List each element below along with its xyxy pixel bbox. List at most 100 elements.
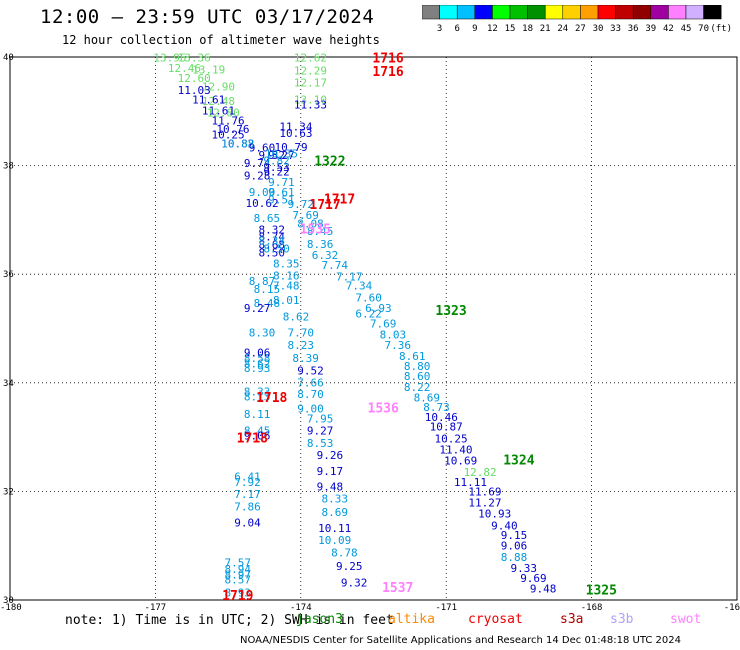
credit-line: NOAA/NESDIS Center for Satellite Applica… [240, 635, 682, 646]
wave-height-label: 8.68 [258, 239, 285, 252]
wave-height-label: 10.69 [444, 454, 477, 467]
wave-height-label: 10.93 [478, 507, 511, 520]
y-tick-label: 30 [3, 596, 14, 606]
x-tick-label: -171 [435, 603, 457, 610]
pass-time-label: 1322 [314, 155, 345, 170]
y-tick-label: 38 [3, 162, 14, 172]
wave-height-label: 8.30 [249, 327, 276, 340]
wave-height-label: 9.72 [288, 198, 315, 211]
wave-height-label: 7.69 [370, 317, 397, 330]
wave-height-label: 7.92 [234, 476, 261, 489]
y-tick-label: 32 [3, 487, 14, 497]
wave-height-label: 9.40 [491, 519, 518, 532]
wave-height-label: 9.53 [263, 161, 290, 174]
wave-height-label: 8.69 [321, 506, 348, 519]
wave-height-label: 7.57 [225, 556, 252, 569]
wave-height-label: 8.03 [380, 328, 407, 341]
wave-height-label: 7.17 [336, 271, 363, 284]
x-tick-label: -177 [145, 603, 167, 610]
wave-height-label: 8.70 [297, 388, 324, 401]
wave-height-label: 9.17 [317, 465, 344, 478]
x-tick-label: -16 [724, 603, 740, 610]
wave-height-label: 9.48 [317, 480, 344, 493]
wave-height-label: 9.22 [263, 165, 290, 178]
wave-height-label: 10.09 [318, 534, 351, 547]
pass-time-label: 1537 [382, 581, 413, 596]
y-tick-label: 34 [3, 379, 14, 389]
wave-height-label: 10.25 [212, 128, 245, 141]
wave-height-label: 8.45 [244, 424, 271, 437]
wave-height-label: 11.34 [279, 120, 312, 133]
legend-label: 12 [487, 24, 498, 33]
wave-height-label: 8.50 [258, 246, 285, 259]
wave-height-label: 9.33 [510, 562, 537, 575]
wave-height-label: 10.63 [279, 127, 312, 140]
wave-height-label: 10.76 [216, 123, 249, 136]
wave-height-label: 8.97 [225, 568, 252, 581]
wave-height-label: 9.28 [244, 170, 271, 183]
wave-height-label: 9.71 [268, 176, 295, 189]
wave-height-label: 6.32 [312, 249, 339, 262]
wave-height-label: 8.88 [501, 551, 528, 564]
legend-label: 39 [645, 24, 656, 33]
wave-height-label: 10.35 [265, 147, 298, 160]
wave-height-label: 12.60 [178, 72, 211, 85]
wave-height-label: 8.65 [254, 212, 281, 225]
legend-label: 24 [557, 24, 568, 33]
wave-height-label: 6.93 [365, 302, 392, 315]
legend-label: 3 [437, 24, 442, 33]
legend-label: (ft) [710, 24, 732, 33]
wave-height-label: 12.46 [168, 62, 201, 75]
wave-height-label: 13.36 [178, 51, 211, 64]
wave-height-label: 10.62 [245, 197, 278, 210]
wave-height-label: 7.70 [288, 327, 315, 340]
x-tick-label: -168 [581, 603, 603, 610]
wave-height-label: 8.11 [244, 408, 271, 421]
wave-height-label: 8.33 [321, 492, 348, 505]
wave-height-label: 9.25 [336, 560, 363, 573]
wave-height-label: 9.27 [244, 302, 271, 315]
wave-height-label: 9.00 [297, 403, 324, 416]
wave-height-label: 7.74 [321, 259, 348, 272]
wave-height-label: 8.62 [244, 358, 271, 371]
map-frame [9, 56, 738, 601]
wave-height-label: 11.61 [202, 105, 235, 118]
wave-height-label: 8.39 [292, 352, 319, 365]
legend-label: 21 [540, 24, 551, 33]
wave-height-label: 8.50 [263, 242, 290, 255]
wave-height-label: 11.61 [192, 94, 225, 107]
pass-time-label: 1716 [372, 51, 403, 66]
wave-height-label: 12.80 [207, 107, 240, 120]
wave-height-label: 8.22 [404, 381, 431, 394]
wave-height-label: 9.51 [268, 194, 295, 207]
wave-height-label: 9.26 [317, 449, 344, 462]
wave-height-label: 7.36 [384, 339, 411, 352]
satellite-jason3: jason3 [296, 612, 343, 627]
wave-height-label: 8.36 [307, 238, 334, 251]
wave-height-label: 12.29 [294, 64, 327, 77]
pass-time-label: 1325 [586, 584, 617, 599]
pass-time-label: 1535 [300, 222, 331, 237]
wave-height-label: 10.79 [275, 141, 308, 154]
satellite-altika: altika [388, 612, 435, 627]
pass-time-label: 1719 [222, 589, 253, 604]
wave-height-label: 8.45 [307, 225, 334, 238]
wave-height-label: 10.82 [221, 138, 254, 151]
wave-height-label: 7.69 [292, 209, 319, 222]
legend-label: 45 [681, 24, 692, 33]
wave-height-label: 11.40 [439, 443, 472, 456]
wave-height-label: 8.48 [254, 297, 281, 310]
wave-height-label: 13.95 [153, 51, 186, 64]
wave-height-label: 8.53 [307, 437, 334, 450]
wave-height-label: 8.69 [414, 391, 441, 404]
wave-height-label: 11.27 [468, 497, 501, 510]
wave-height-label: 8.16 [273, 270, 300, 283]
wave-height-label: 9.48 [530, 582, 557, 595]
wave-height-label: 7.86 [234, 500, 261, 513]
wave-height-label: 8.01 [273, 294, 300, 307]
wave-height-label: 8.35 [273, 258, 300, 271]
pass-time-label: 1323 [435, 304, 466, 319]
wave-height-label: 8.13 [244, 391, 271, 404]
pass-time-label: 1716 [372, 65, 403, 80]
wave-height-label: 8.08 [297, 218, 324, 231]
